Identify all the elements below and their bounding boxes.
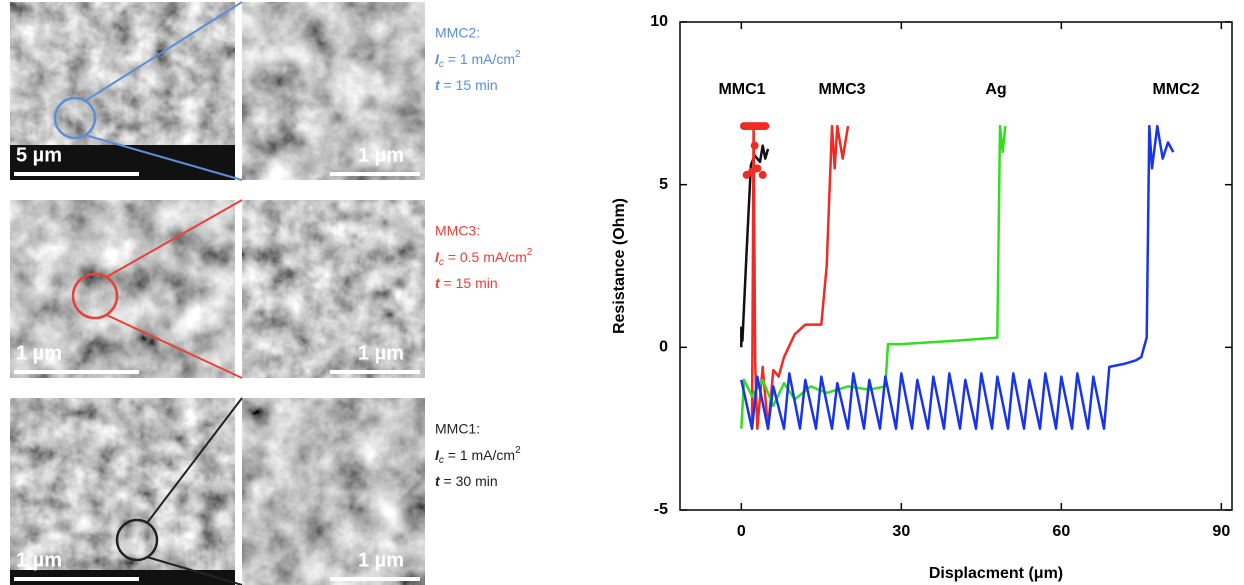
series-line — [750, 124, 850, 430]
time: t = 15 min — [435, 275, 498, 291]
zoom-circle — [115, 518, 159, 562]
plot-frame — [679, 21, 1233, 511]
superscript: 2 — [515, 445, 521, 456]
series-line — [740, 124, 1175, 430]
superscript: 2 — [527, 247, 533, 258]
sample-title: MMC1: — [435, 421, 480, 437]
time: t = 15 min — [435, 77, 498, 93]
scale-label: 1 µm — [16, 549, 62, 571]
sample-title: MMC2: — [435, 25, 480, 41]
scale-bar — [330, 577, 420, 581]
zoom-line — [105, 313, 243, 379]
marker — [761, 122, 770, 131]
y-tick-label: 0 — [659, 339, 668, 356]
scale-label: 1 µm — [358, 144, 404, 166]
zoom-line — [146, 397, 243, 524]
sample-title: MMC3: — [435, 223, 480, 239]
scale-label: 1 µm — [358, 342, 404, 364]
sem-zoom-image — [242, 2, 425, 180]
superscript: 2 — [515, 49, 521, 60]
series-label: MMC3 — [818, 81, 865, 98]
zoom-circle — [71, 272, 119, 320]
marker — [753, 164, 762, 173]
time: t = 30 min — [435, 473, 498, 489]
scale-label: 5 µm — [16, 144, 62, 166]
scale-label: 1 µm — [358, 549, 404, 571]
series-line — [740, 124, 1007, 429]
symbol: t — [435, 77, 441, 93]
current-density: Ic = 1 mA/cm2 — [435, 445, 521, 466]
y-tick-label: 10 — [650, 13, 668, 30]
y-tick-label: -5 — [654, 501, 668, 518]
scale-bar — [14, 172, 139, 176]
subscript: c — [439, 455, 444, 466]
series-label: MMC1 — [718, 81, 765, 98]
subscript: c — [439, 257, 444, 268]
zoom-line — [84, 1, 243, 102]
y-axis-label: Resistance (Ohm) — [611, 198, 628, 334]
x-axis-label: Displacment (μm) — [929, 565, 1063, 582]
symbol: I — [435, 51, 440, 67]
sem-zoom-image — [242, 398, 425, 585]
y-tick-label: 5 — [659, 176, 668, 193]
series-label: MMC2 — [1152, 81, 1199, 98]
x-tick-label: 30 — [892, 523, 910, 540]
symbol: t — [435, 275, 441, 291]
marker — [750, 141, 759, 150]
chart: 0 30 60 90 -5 0 5 10 Displacment (μm) Resistance … — [611, 13, 1233, 582]
text: = 0.5 mA/cm — [444, 249, 527, 265]
zoom-line — [84, 134, 243, 181]
symbol: I — [435, 249, 440, 265]
symbol: I — [435, 447, 440, 463]
subscript: c — [439, 59, 444, 70]
sem-image — [10, 200, 235, 378]
text: = 15 min — [440, 275, 498, 291]
scale-bar — [14, 577, 139, 581]
text: = 15 min — [440, 77, 498, 93]
scale-bar — [14, 370, 139, 374]
scale-label: 1 µm — [16, 342, 62, 364]
current-density: Ic = 1 mA/cm2 — [435, 49, 521, 70]
scale-bar — [330, 172, 420, 176]
symbol: t — [435, 473, 441, 489]
text: = 1 mA/cm — [444, 51, 515, 67]
text: = 30 min — [440, 473, 498, 489]
zoom-line — [146, 556, 243, 585]
sem-zoom-image — [242, 200, 425, 378]
series-label: Ag — [985, 81, 1006, 98]
zoom-circle — [53, 96, 97, 140]
scale-bar — [330, 370, 420, 374]
x-tick-label: 60 — [1052, 523, 1070, 540]
x-tick-label: 0 — [737, 523, 746, 540]
x-tick-label: 90 — [1212, 523, 1230, 540]
marker — [758, 170, 767, 179]
current-density: Ic = 0.5 mA/cm2 — [435, 247, 533, 268]
text: = 1 mA/cm — [444, 447, 515, 463]
zoom-line — [105, 199, 243, 279]
